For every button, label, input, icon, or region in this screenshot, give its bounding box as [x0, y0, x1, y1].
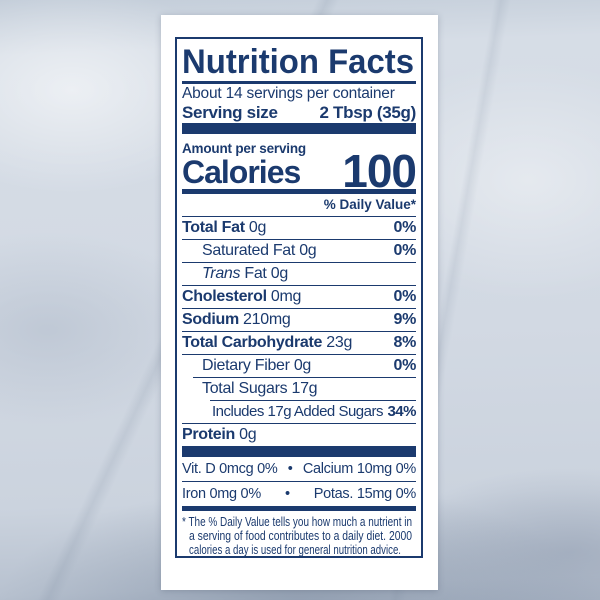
nutrient-amount: Fat 0g — [240, 265, 288, 282]
daily-value-header: % Daily Value* — [323, 196, 416, 212]
micronutrient-right: Calcium 10mg 0% — [302, 460, 416, 477]
amount-per-serving-label: Amount per serving — [182, 140, 306, 156]
nutrient-amount: 210mg — [238, 311, 291, 328]
micronutrient-row-vitd-calcium: Vit. D 0mcg 0% • Calcium 10mg 0% — [182, 457, 416, 481]
nutrient-rows: Total Fat 0g 0% Saturated Fat 0g 0% Tran… — [182, 215, 416, 446]
nutrient-name: Total Carbohydrate 23g — [182, 333, 352, 354]
nutrient-row-dietary-fiber: Dietary Fiber 0g 0% — [182, 353, 416, 377]
title-text: Nutrition Facts — [182, 43, 414, 80]
nutrient-dv: 0% — [393, 219, 416, 236]
nutrient-name: Protein 0g — [182, 425, 257, 446]
nutrient-row-total-fat: Total Fat 0g 0% — [182, 215, 416, 239]
nutrient-row-total-sugars: Total Sugars 17g — [193, 376, 416, 400]
nutrient-dv: 8% — [393, 334, 416, 351]
nutrient-name-bold: Total Carbohydrate — [182, 334, 323, 351]
micronutrient-divider-rule — [182, 480, 416, 482]
calories-row: Calories 100 — [182, 144, 417, 197]
thick-divider-bar-bottom — [182, 445, 416, 457]
medium-divider-bar-footnote — [182, 506, 416, 511]
serving-size-row: Serving size 2 Tbsp (35g) — [182, 103, 416, 123]
nutrient-amount: 0mg — [266, 288, 302, 305]
nutrient-row-sodium: Sodium 210mg 9% — [182, 307, 416, 331]
thick-divider-bar-top — [182, 122, 416, 134]
nutrient-row-saturated-fat: Saturated Fat 0g 0% — [182, 238, 416, 262]
micronutrient-row-iron-potassium: Iron 0mg 0% • Potas. 15mg 0% — [182, 482, 416, 506]
bullet-separator: • — [287, 460, 293, 477]
calories-label: Calories — [182, 153, 301, 190]
nutrient-row-protein: Protein 0g — [182, 422, 416, 446]
nutrition-label-border-box: Nutrition Facts About 14 servings per co… — [175, 37, 423, 558]
nutrient-dv: 0% — [393, 288, 416, 305]
title-divider-rule — [182, 81, 416, 84]
serving-size-label: Serving size — [182, 102, 278, 122]
daily-value-footnote: * The % Daily Value tells you how much a… — [182, 515, 412, 557]
micronutrient-right: Potas. 15mg 0% — [313, 486, 417, 502]
nutrient-name-italic: Trans — [202, 265, 241, 282]
nutrition-facts-title: Nutrition Facts — [182, 43, 414, 80]
nutrient-dv: 9% — [393, 311, 416, 328]
footnote-line-2: a serving of food contributes to a daily… — [189, 529, 412, 543]
nutrient-row-added-sugars: Includes 17g Added Sugars 34% — [210, 399, 416, 423]
nutrient-name: Sodium 210mg — [182, 310, 291, 331]
calories-value: 100 — [342, 144, 417, 197]
nutrient-name-bold: Sodium — [182, 311, 239, 328]
nutrient-row-cholesterol: Cholesterol 0mg 0% — [182, 284, 416, 308]
nutrition-label-panel: Nutrition Facts About 14 servings per co… — [161, 15, 438, 590]
servings-per-container: About 14 servings per container — [182, 84, 395, 102]
medium-divider-bar-calories — [182, 188, 416, 194]
nutrient-name: Total Sugars 17g — [202, 380, 318, 397]
micronutrient-left: Iron 0mg 0% — [182, 486, 261, 502]
micronutrient-left: Vit. D 0mcg 0% — [182, 460, 278, 477]
nutrient-name: Total Fat 0g — [182, 218, 266, 239]
footnote-line-3: calories a day is used for general nutri… — [189, 543, 401, 557]
serving-size-value: 2 Tbsp (35g) — [319, 102, 416, 122]
nutrient-name: Cholesterol 0mg — [182, 287, 301, 308]
nutrient-dv: 0% — [393, 357, 416, 374]
nutrient-name-bold: Total Fat — [182, 219, 245, 236]
nutrient-dv: 34% — [387, 403, 416, 420]
nutrient-row-trans-fat: Trans Fat 0g — [182, 261, 416, 285]
nutrient-amount: 0g — [244, 219, 267, 236]
nutrient-amount: 23g — [322, 334, 353, 351]
nutrient-name: Saturated Fat 0g — [202, 242, 317, 259]
bullet-separator: • — [284, 486, 290, 502]
nutrient-name: Dietary Fiber 0g — [202, 357, 312, 374]
nutrient-row-total-carbohydrate: Total Carbohydrate 23g 8% — [182, 330, 416, 354]
nutrient-name: Trans Fat 0g — [202, 264, 288, 285]
nutrient-amount: 0g — [235, 426, 257, 443]
footnote-line-1: * The % Daily Value tells you how much a… — [182, 515, 412, 529]
nutrient-name-bold: Cholesterol — [182, 288, 267, 305]
nutrient-dv: 0% — [393, 242, 416, 259]
nutrient-name: Includes 17g Added Sugars — [212, 403, 383, 420]
micronutrient-rows: Vit. D 0mcg 0% • Calcium 10mg 0% Iron 0m… — [182, 457, 416, 507]
nutrient-name-bold: Protein — [182, 426, 236, 443]
